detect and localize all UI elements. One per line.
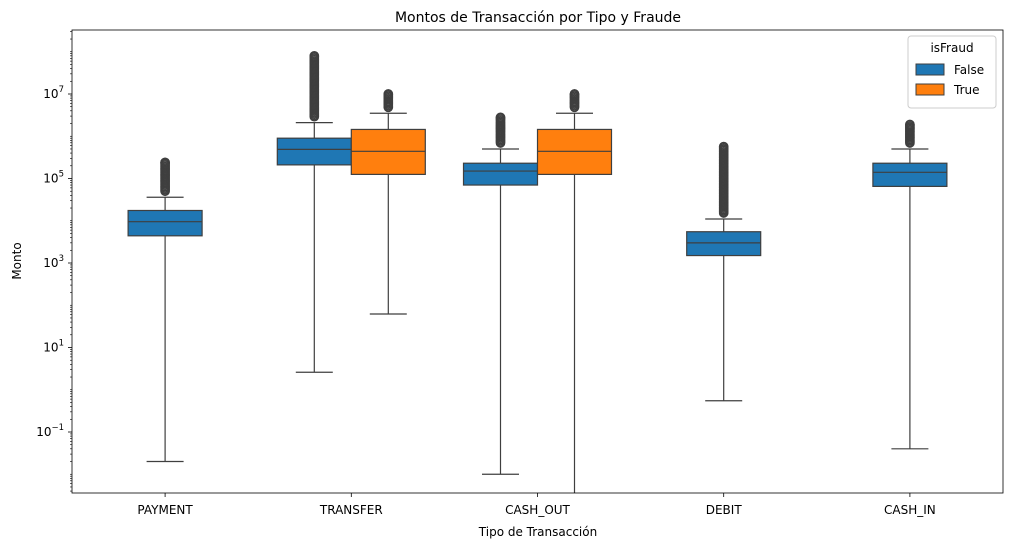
legend-swatch-true <box>915 83 945 96</box>
x-tick-label-4: CASH_IN <box>884 503 936 517</box>
y-tick-label-4: 107 <box>43 85 64 101</box>
box-false-debit <box>686 141 762 402</box>
outliers <box>309 50 320 122</box>
x-tick-label-3: DEBIT <box>706 503 743 517</box>
iqr-box <box>872 162 948 188</box>
box-true-transfer <box>350 89 426 315</box>
chart-title: Montos de Transacción por Tipo y Fraude <box>395 10 681 26</box>
box-false-cash_out <box>462 112 539 475</box>
outlier-point <box>160 157 170 168</box>
iqr-box <box>127 209 203 237</box>
x-tick-label-0: PAYMENT <box>137 503 193 517</box>
y-tick-label-2: 103 <box>43 254 64 270</box>
outliers <box>905 119 915 148</box>
iqr-box <box>276 137 352 166</box>
outliers <box>383 89 394 113</box>
iqr-box <box>536 128 613 176</box>
legend-swatch-false <box>915 63 945 76</box>
iqr-box <box>686 231 762 257</box>
outliers <box>718 141 729 218</box>
plot-frame <box>71 29 1004 494</box>
outlier-point <box>309 50 320 61</box>
y-axis-label: Monto <box>10 242 24 279</box>
x-tick-label-2: CASH_OUT <box>505 503 570 517</box>
y-tick-label-1: 101 <box>43 339 64 355</box>
box-false-cash_in <box>872 119 948 450</box>
x-axis-label: Tipo de Transacción <box>478 525 597 539</box>
x-tick-label-1: TRANSFER <box>319 503 383 517</box>
y-axis: 10−1 101 103 105 107 <box>36 31 72 492</box>
legend: isFraud False True <box>907 35 997 109</box>
iqr-box <box>462 162 539 186</box>
outlier-point <box>905 119 915 130</box>
box-group <box>127 50 948 493</box>
y-tick-label-3: 105 <box>43 170 64 186</box>
outlier-point <box>569 89 580 99</box>
iqr-box <box>350 128 426 176</box>
plot-area <box>72 30 1003 493</box>
legend-label-true: True <box>953 83 980 97</box>
outliers <box>160 157 170 197</box>
outlier-point <box>383 89 394 99</box>
box-true-cash_out <box>536 89 613 493</box>
x-axis: PAYMENT TRANSFER CASH_OUT DEBIT CASH_IN <box>137 493 936 517</box>
outliers <box>569 89 580 113</box>
outliers <box>495 112 506 148</box>
box-false-payment <box>127 157 203 463</box>
y-tick-label-0: 10−1 <box>36 423 64 439</box>
outlier-point <box>495 112 506 123</box>
outlier-point <box>718 141 729 152</box>
legend-title: isFraud <box>930 41 973 55</box>
legend-label-false: False <box>954 63 984 77</box>
box-false-transfer <box>276 50 352 373</box>
